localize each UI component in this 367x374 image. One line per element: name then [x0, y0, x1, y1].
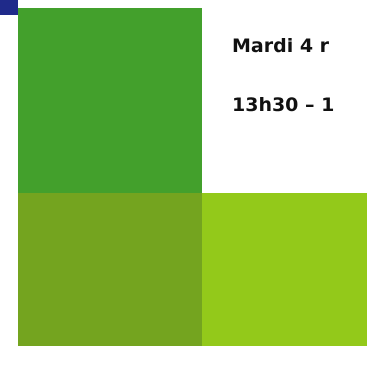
- green-tile-bottom-left: [18, 193, 202, 346]
- green-tile-top: [18, 8, 202, 193]
- event-time-text: 13h30 – 1: [232, 94, 335, 116]
- corner-accent-mark: [0, 0, 18, 15]
- green-tile-bottom-right: [202, 193, 367, 346]
- event-date-text: Mardi 4 r: [232, 35, 330, 57]
